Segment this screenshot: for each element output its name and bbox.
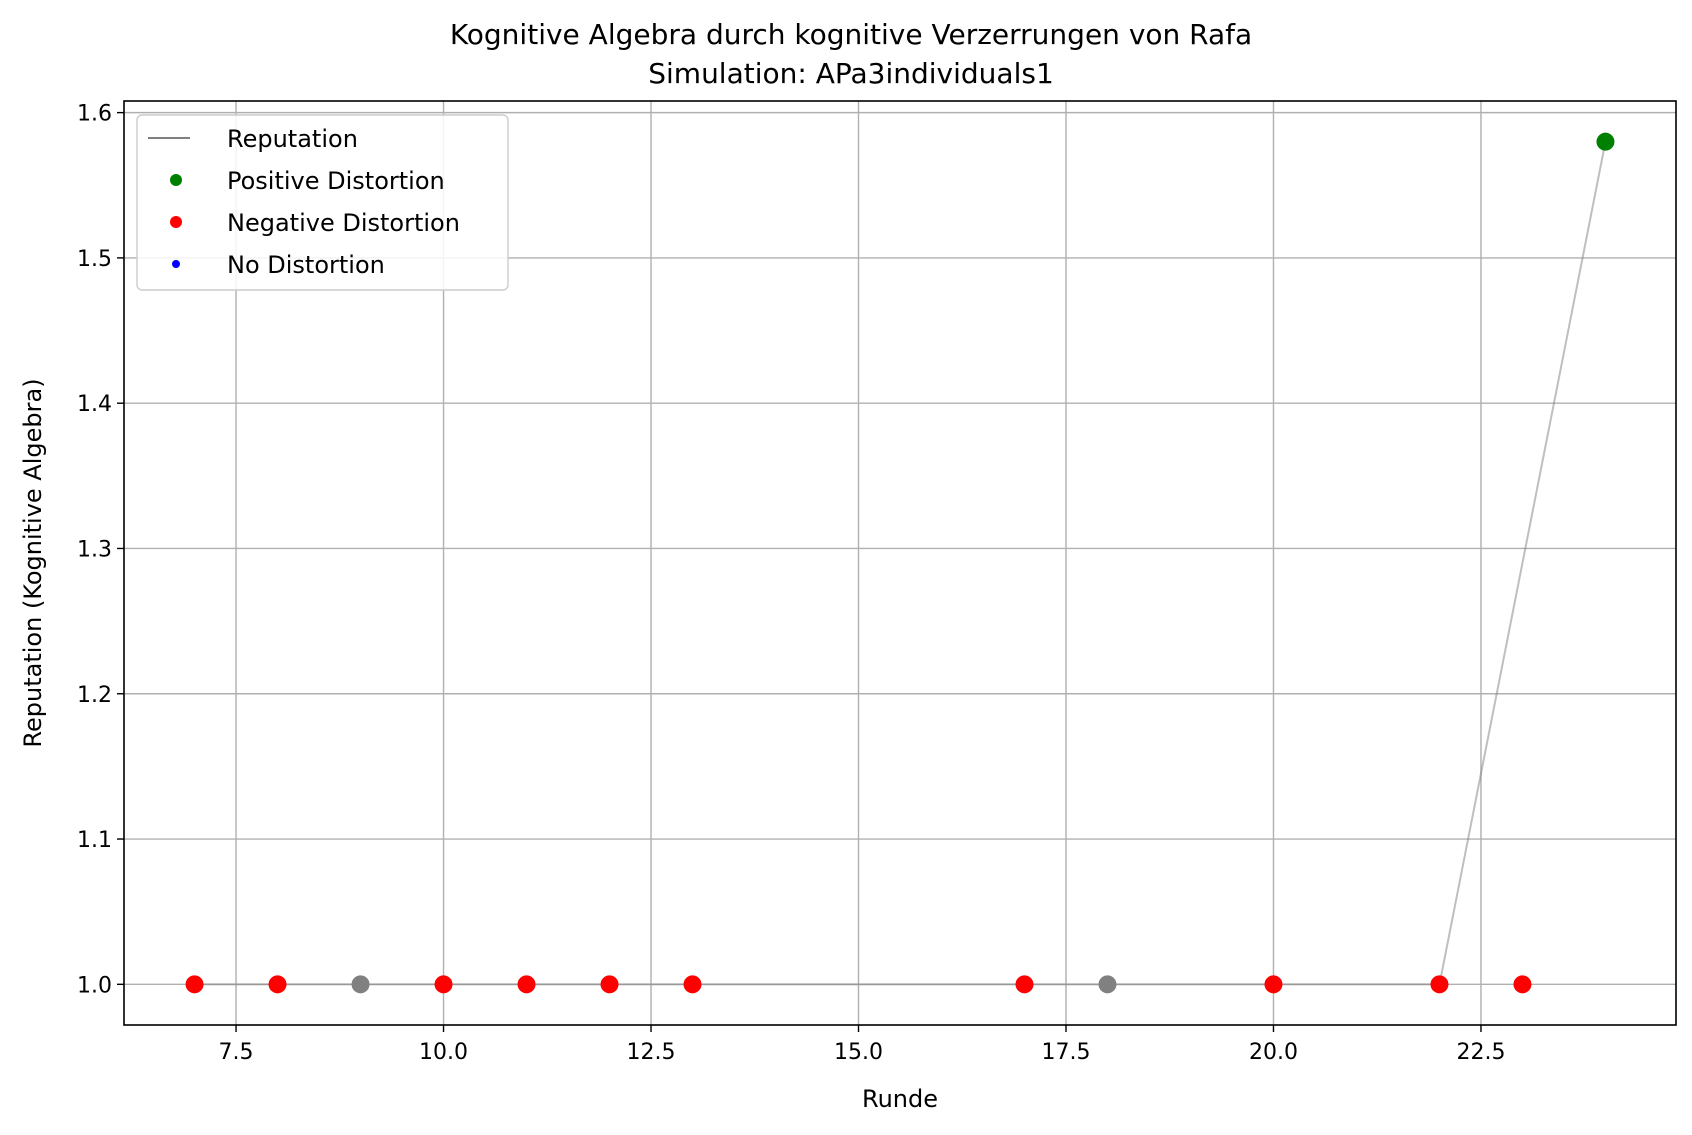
- data-point: [1596, 132, 1615, 151]
- chart-subtitle: Simulation: APa3individuals1: [648, 57, 1054, 90]
- reputation-line: [194, 141, 1607, 986]
- x-tick-label: 15.0: [834, 1040, 883, 1065]
- chart-title: Kognitive Algebra durch kognitive Verzer…: [450, 18, 1252, 51]
- data-point: [1513, 975, 1532, 994]
- y-tick-label: 1.3: [77, 537, 112, 562]
- x-axis-label: Runde: [862, 1085, 938, 1113]
- legend-frame: [136, 114, 509, 291]
- x-tick-label: 22.5: [1456, 1040, 1505, 1065]
- x-tick-label: 7.5: [219, 1040, 254, 1065]
- data-point: [1264, 975, 1283, 994]
- data-point: [1015, 975, 1034, 994]
- legend-negative-dot-icon: [170, 216, 182, 228]
- y-tick-label: 1.5: [77, 247, 112, 272]
- y-tick-label: 1.6: [77, 102, 112, 127]
- legend-label-reputation: Reputation: [227, 125, 358, 153]
- data-point: [434, 975, 453, 994]
- axis-ticks: 7.5 10.0 12.5 15.0 17.5 20.0 22.5 1.0 1.1 1.2 1.3 1…: [77, 102, 1505, 1065]
- legend-label-negative: Negative Distortion: [227, 209, 460, 237]
- legend-none-dot-icon: [172, 260, 180, 268]
- data-point: [1430, 975, 1449, 994]
- x-tick-label: 12.5: [627, 1040, 676, 1065]
- plot-frame: [123, 100, 1677, 1026]
- y-tick-label: 1.0: [77, 973, 112, 998]
- data-point: [517, 975, 536, 994]
- series-layer: [185, 132, 1615, 994]
- legend-label-positive: Positive Distortion: [227, 167, 445, 195]
- x-tick-label: 20.0: [1249, 1040, 1298, 1065]
- data-point: [185, 975, 204, 994]
- legend: Reputation Positive Distortion Negative …: [136, 114, 509, 291]
- y-axis-label: Reputation (Kognitive Algebra): [19, 378, 47, 747]
- data-point: [600, 975, 619, 994]
- y-tick-label: 1.4: [77, 392, 112, 417]
- legend-positive-dot-icon: [170, 174, 182, 186]
- x-tick-label: 17.5: [1041, 1040, 1090, 1065]
- y-tick-label: 1.2: [77, 683, 112, 708]
- data-point: [268, 975, 287, 994]
- x-tick-label: 10.0: [419, 1040, 468, 1065]
- data-point: [351, 975, 370, 994]
- y-tick-label: 1.1: [77, 828, 112, 853]
- legend-label-none: No Distortion: [227, 251, 385, 279]
- data-point: [683, 975, 702, 994]
- data-point: [1098, 975, 1117, 994]
